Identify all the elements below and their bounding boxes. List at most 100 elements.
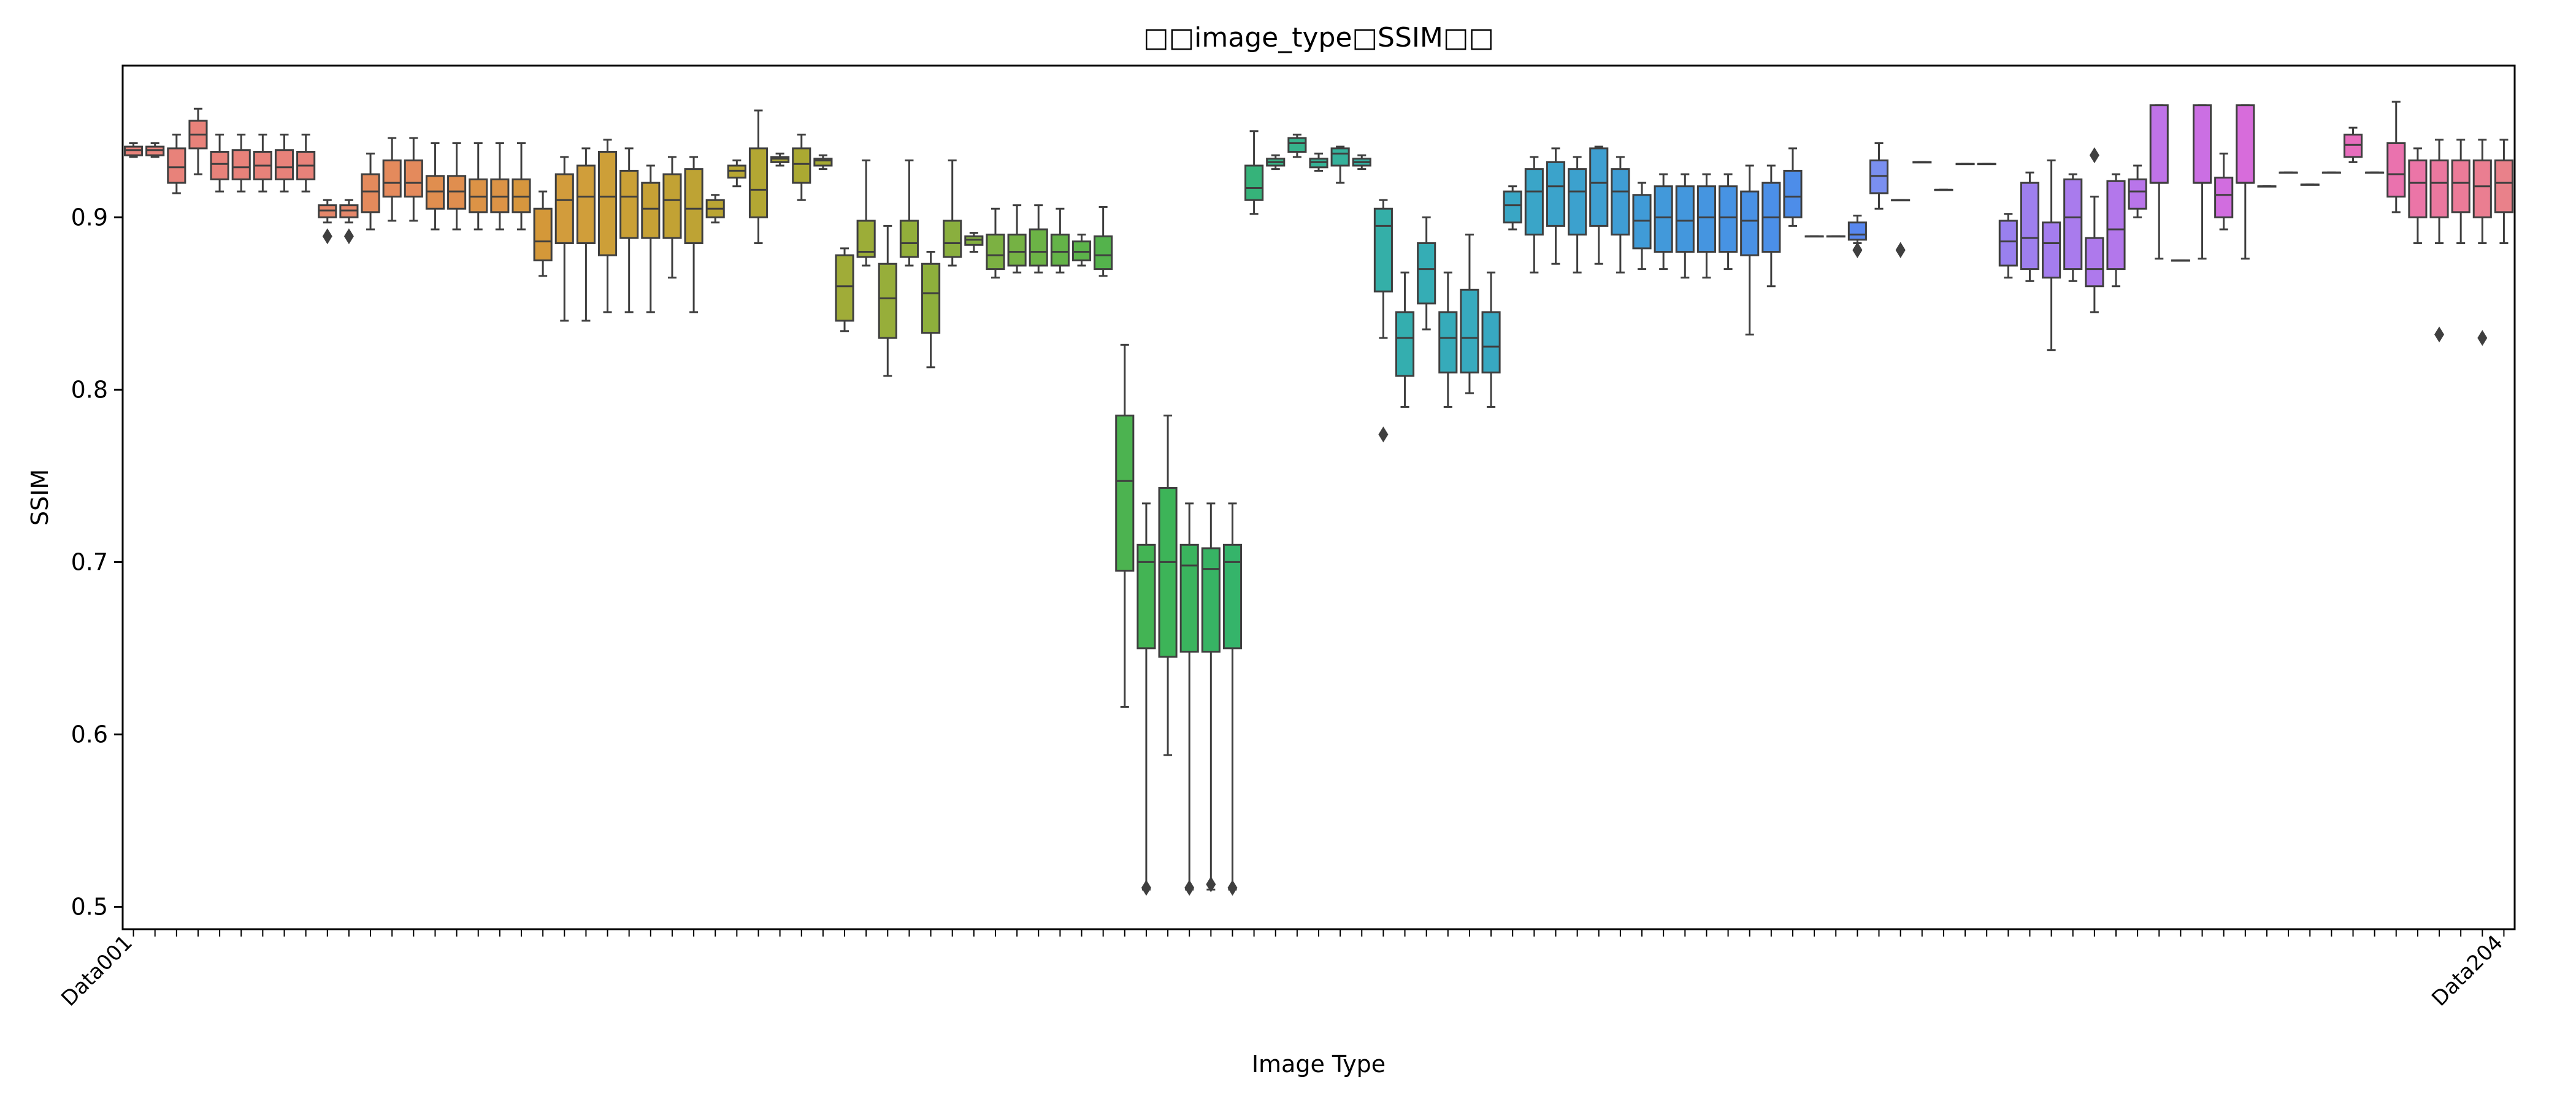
box-plot [1460,233,1479,394]
y-axis-label: SSIM [26,469,53,526]
box-body [1998,220,2018,267]
box-body [1179,543,1199,653]
box-plot [1158,415,1178,756]
box-body [1568,168,1587,236]
outlier-marker [343,228,354,245]
y-tick-label: 0.7 [71,548,108,575]
box-plot [210,133,229,193]
y-tick-label: 0.8 [71,376,108,403]
box-body [554,173,574,244]
box-body [1287,137,1307,153]
box-body [1244,164,1264,201]
box-body [1654,185,1673,253]
outlier-marker [322,228,332,245]
box-body [2214,177,2234,218]
box-plot [856,159,876,267]
box-plot [1804,235,1824,238]
x-axis-ticks: Data001 Data204 [56,929,2508,1011]
box-body [899,220,919,258]
box-plot [1094,205,1113,277]
box-body [835,254,854,322]
box-plot [748,109,769,244]
outlier-marker [1895,242,1906,258]
box-plot [813,154,833,171]
box-body [813,158,833,167]
box-plot [1611,156,1630,274]
box-plot [318,199,337,245]
x-tick-label: Data001 [56,930,137,1011]
box-plot [2063,173,2083,282]
box-plot [2085,147,2104,313]
box-plot [1115,343,1135,708]
box-plot [2321,171,2341,174]
outlier-marker [1378,426,1389,443]
box-plot [921,251,941,369]
box-body [597,151,618,256]
box-body [1546,161,1566,227]
box-body [361,173,380,213]
box-plot [231,133,251,193]
box-body [748,147,769,218]
box-body [2408,159,2428,218]
box-body [2494,159,2513,213]
box-plot [2192,104,2212,260]
box-plot [361,152,380,231]
x-tick-label: Data204 [2427,930,2508,1011]
box-plot [404,137,423,222]
chart-title: □□image_type□SSIM□□ [1143,22,1494,53]
box-plot [1740,164,1760,335]
box-plot [1179,502,1199,896]
box-plot [188,107,208,175]
box-plot [1330,145,1350,184]
box-body [1222,543,1243,650]
box-body [878,263,897,339]
box-body [684,168,703,244]
box-body [921,263,941,334]
box-plot [2257,185,2277,188]
box-plot [2386,101,2406,213]
box-body [2472,159,2492,218]
outlier-marker [1227,880,1238,896]
box-plot [1675,173,1695,279]
box-body [1158,487,1178,658]
box-body [2042,221,2061,279]
y-tick-label: 0.9 [71,204,108,231]
box-plot [1222,502,1243,896]
box-plot [662,156,682,279]
box-body [1524,168,1544,236]
box-body [662,173,682,239]
box-plot [1696,173,1716,279]
box-plot [469,142,488,231]
box-plot [1761,164,1781,288]
box-plot [1847,215,1867,258]
box-body [986,233,1005,270]
box-plot [2042,159,2061,351]
outlier-marker [1852,242,1863,258]
outlier-marker [2434,326,2445,343]
box-plot [835,247,854,332]
box-body [2085,237,2104,288]
box-plot [899,159,919,267]
box-plot [1503,185,1522,231]
box-body [1589,147,1609,227]
box-plot [382,137,402,222]
box-plot [641,164,661,313]
box-body [1783,169,1803,218]
box-plot [124,142,144,158]
y-axis-ticks: 0.5 0.6 0.7 0.8 0.9 [71,204,123,920]
box-plot [2020,171,2040,282]
box-body [1395,311,1415,377]
box-body [1611,168,1630,236]
box-plot [1287,133,1307,158]
box-plot [1912,161,1932,164]
box-body [1503,190,1522,224]
box-body [2128,178,2147,210]
box-plot [1050,207,1070,274]
box-body [1719,185,1738,253]
box-body [1330,147,1350,167]
box-plot [447,142,467,231]
box-plot [1438,271,1458,408]
box-plot [274,133,294,193]
box-plot [1998,213,2018,279]
